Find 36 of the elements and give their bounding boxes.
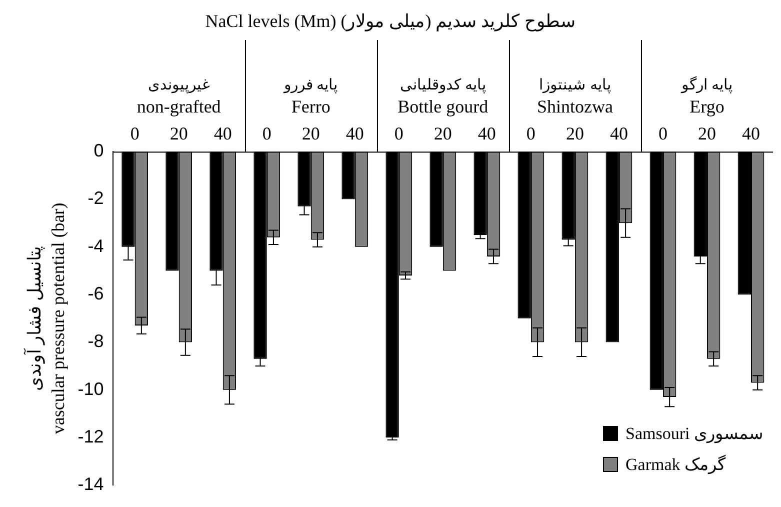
- x-tick-label: 40: [346, 124, 364, 144]
- text: پایه شینتوزا: [539, 78, 611, 94]
- legend-label: Garmak گرمک: [626, 454, 726, 475]
- text: پایه کدوقلیانی: [400, 78, 486, 94]
- y-tick-label: -4: [88, 236, 104, 256]
- text: غیرپیوندی: [148, 78, 210, 94]
- text: Ergo: [690, 96, 724, 116]
- x-tick-label: 0: [658, 124, 668, 144]
- x-tick-label: 20: [170, 124, 188, 144]
- x-tick-label: 0: [130, 124, 140, 144]
- text: پایه فررو: [282, 78, 338, 94]
- text: پایه ارگو: [680, 76, 732, 94]
- x-tick-label: 40: [478, 124, 496, 144]
- y-tick-label: 0: [94, 140, 104, 161]
- y-tick-label: -10: [78, 378, 104, 399]
- x-tick-label: 20: [566, 124, 584, 144]
- chart-title: سطوح کلرید سدیم (میلی مولار) NaCl levels (Mm): [204, 10, 577, 34]
- x-tick-label: 40: [742, 124, 760, 144]
- x-tick-label: 0: [262, 124, 272, 144]
- y-tick-label: -12: [78, 426, 104, 447]
- text: Shintozwa: [536, 96, 613, 116]
- text: Bottle gourd: [398, 96, 488, 116]
- text: non-grafted: [136, 96, 221, 116]
- x-tick-label: 0: [526, 124, 536, 144]
- x-tick-label: 20: [698, 124, 716, 144]
- text: Ferro: [291, 96, 330, 116]
- y-tick-label: -14: [78, 474, 104, 494]
- y-tick-label: -6: [88, 284, 104, 304]
- x-tick-label: 40: [610, 124, 628, 144]
- x-tick-label: 0: [394, 124, 404, 144]
- x-tick-label: 20: [434, 124, 452, 144]
- y-tick-label: -8: [88, 331, 104, 352]
- x-tick-label: 20: [302, 124, 320, 144]
- y-tick-label: -2: [88, 188, 104, 208]
- x-tick-label: 40: [214, 124, 232, 144]
- legend-label: Samsouri سمسوری: [626, 423, 763, 444]
